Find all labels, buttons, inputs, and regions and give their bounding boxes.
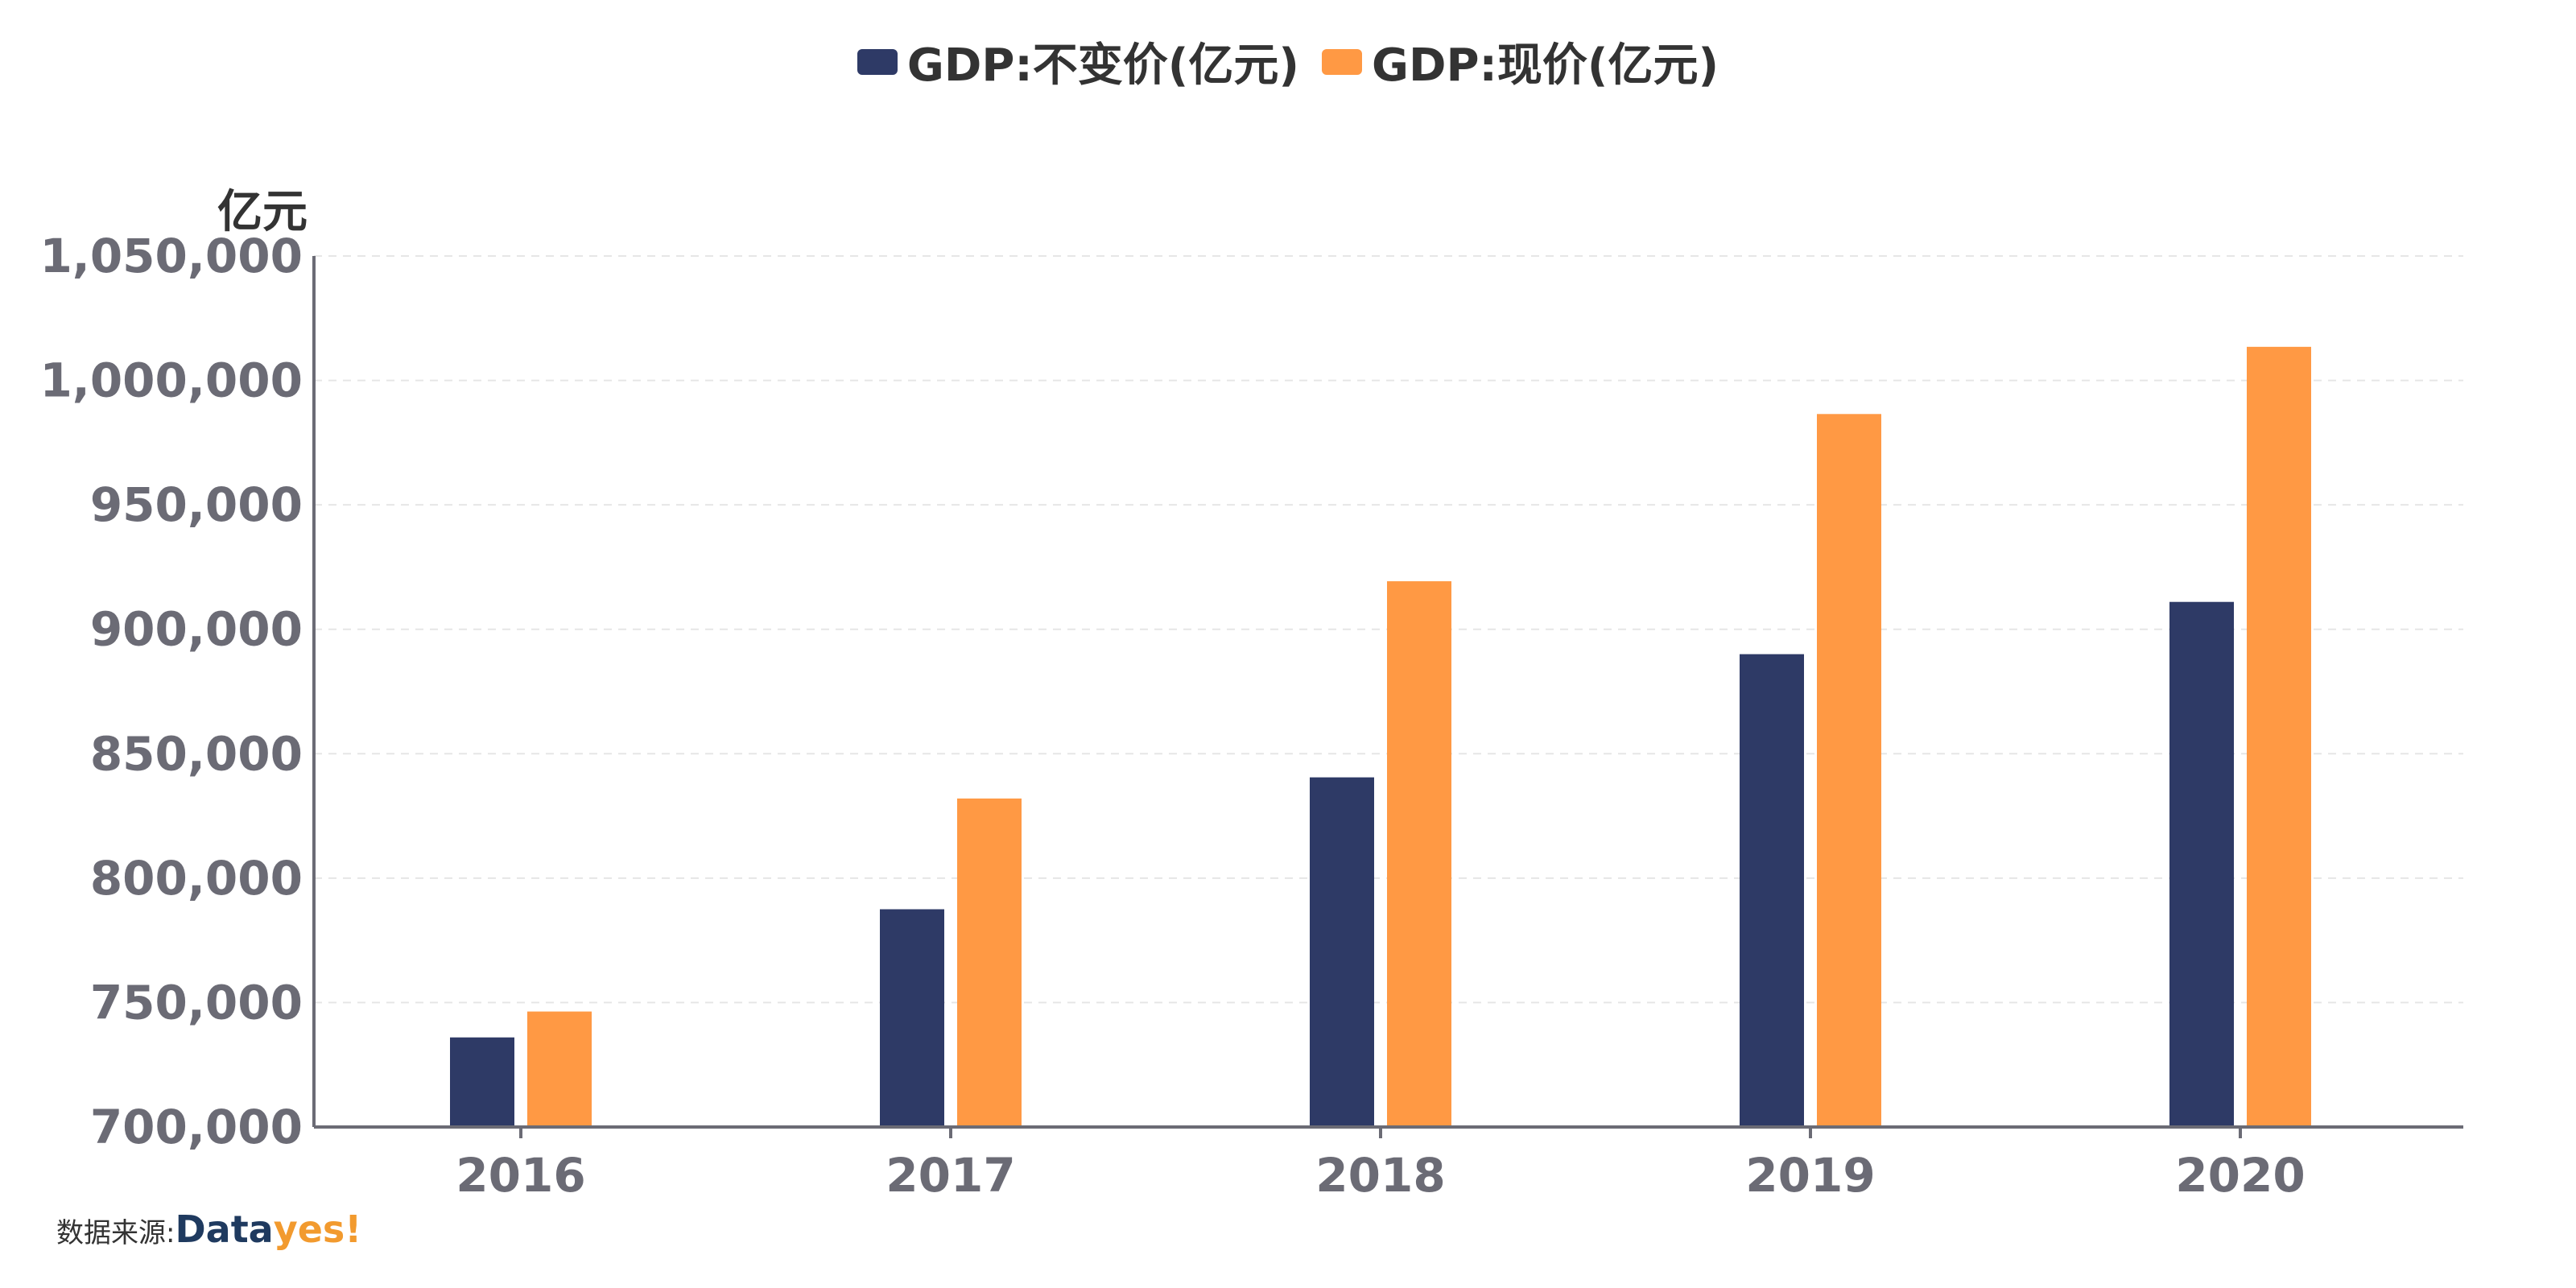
bar-current-price-2016[interactable] [527,1011,592,1127]
y-tick-label: 750,000 [90,975,303,1030]
source-brand-logo: Data [175,1208,274,1251]
legend-swatch [857,48,898,75]
bar-constant-price-2018[interactable] [1310,777,1374,1127]
y-axis-unit-label: 亿元 [217,186,308,238]
bar-current-price-2017[interactable] [957,798,1022,1127]
legend-swatch [1322,48,1362,75]
bar-constant-price-2019[interactable] [1740,654,1804,1127]
data-source: 数据来源: Data yes! [56,1208,361,1251]
y-tick-label: 1,000,000 [39,353,303,408]
y-tick-label: 900,000 [90,602,303,657]
legend-label: GDP:现价(亿元) [1372,39,1719,92]
y-tick-label: 850,000 [90,726,303,781]
x-tick-label: 2016 [456,1148,585,1203]
x-tick-label: 2020 [2175,1148,2305,1203]
y-axis-ticks: 700,000 750,000 800,000 850,000 900,000 950,0… [39,229,303,1154]
legend-label: GDP:不变价(亿元) [906,39,1299,92]
bar-current-price-2018[interactable] [1387,581,1451,1127]
source-label: 数据来源: [56,1217,175,1249]
legend-item-current-price[interactable]: GDP:现价(亿元) [1322,29,1719,94]
legend-item-constant-price[interactable]: GDP:不变价(亿元) [857,29,1299,94]
x-tick-label: 2018 [1315,1148,1445,1203]
bar-current-price-2020[interactable] [2247,346,2311,1127]
x-tick-label: 2019 [1745,1148,1875,1203]
bars [450,346,2311,1128]
source-brand-logo-suffix: yes! [273,1208,362,1251]
y-tick-label: 950,000 [90,477,303,532]
bar-constant-price-2020[interactable] [2169,601,2234,1127]
legend: GDP:不变价(亿元) GDP:现价(亿元) [0,29,2576,94]
bar-constant-price-2017[interactable] [880,909,944,1128]
x-tick-label: 2017 [886,1148,1015,1203]
y-tick-label: 1,050,000 [39,229,303,283]
y-tick-label: 800,000 [90,851,303,906]
y-tick-label: 700,000 [90,1100,303,1154]
bar-constant-price-2016[interactable] [450,1037,514,1127]
x-axis-ticks: 2016 2017 2018 2019 2020 [456,1127,2306,1203]
bar-current-price-2019[interactable] [1817,414,1881,1127]
